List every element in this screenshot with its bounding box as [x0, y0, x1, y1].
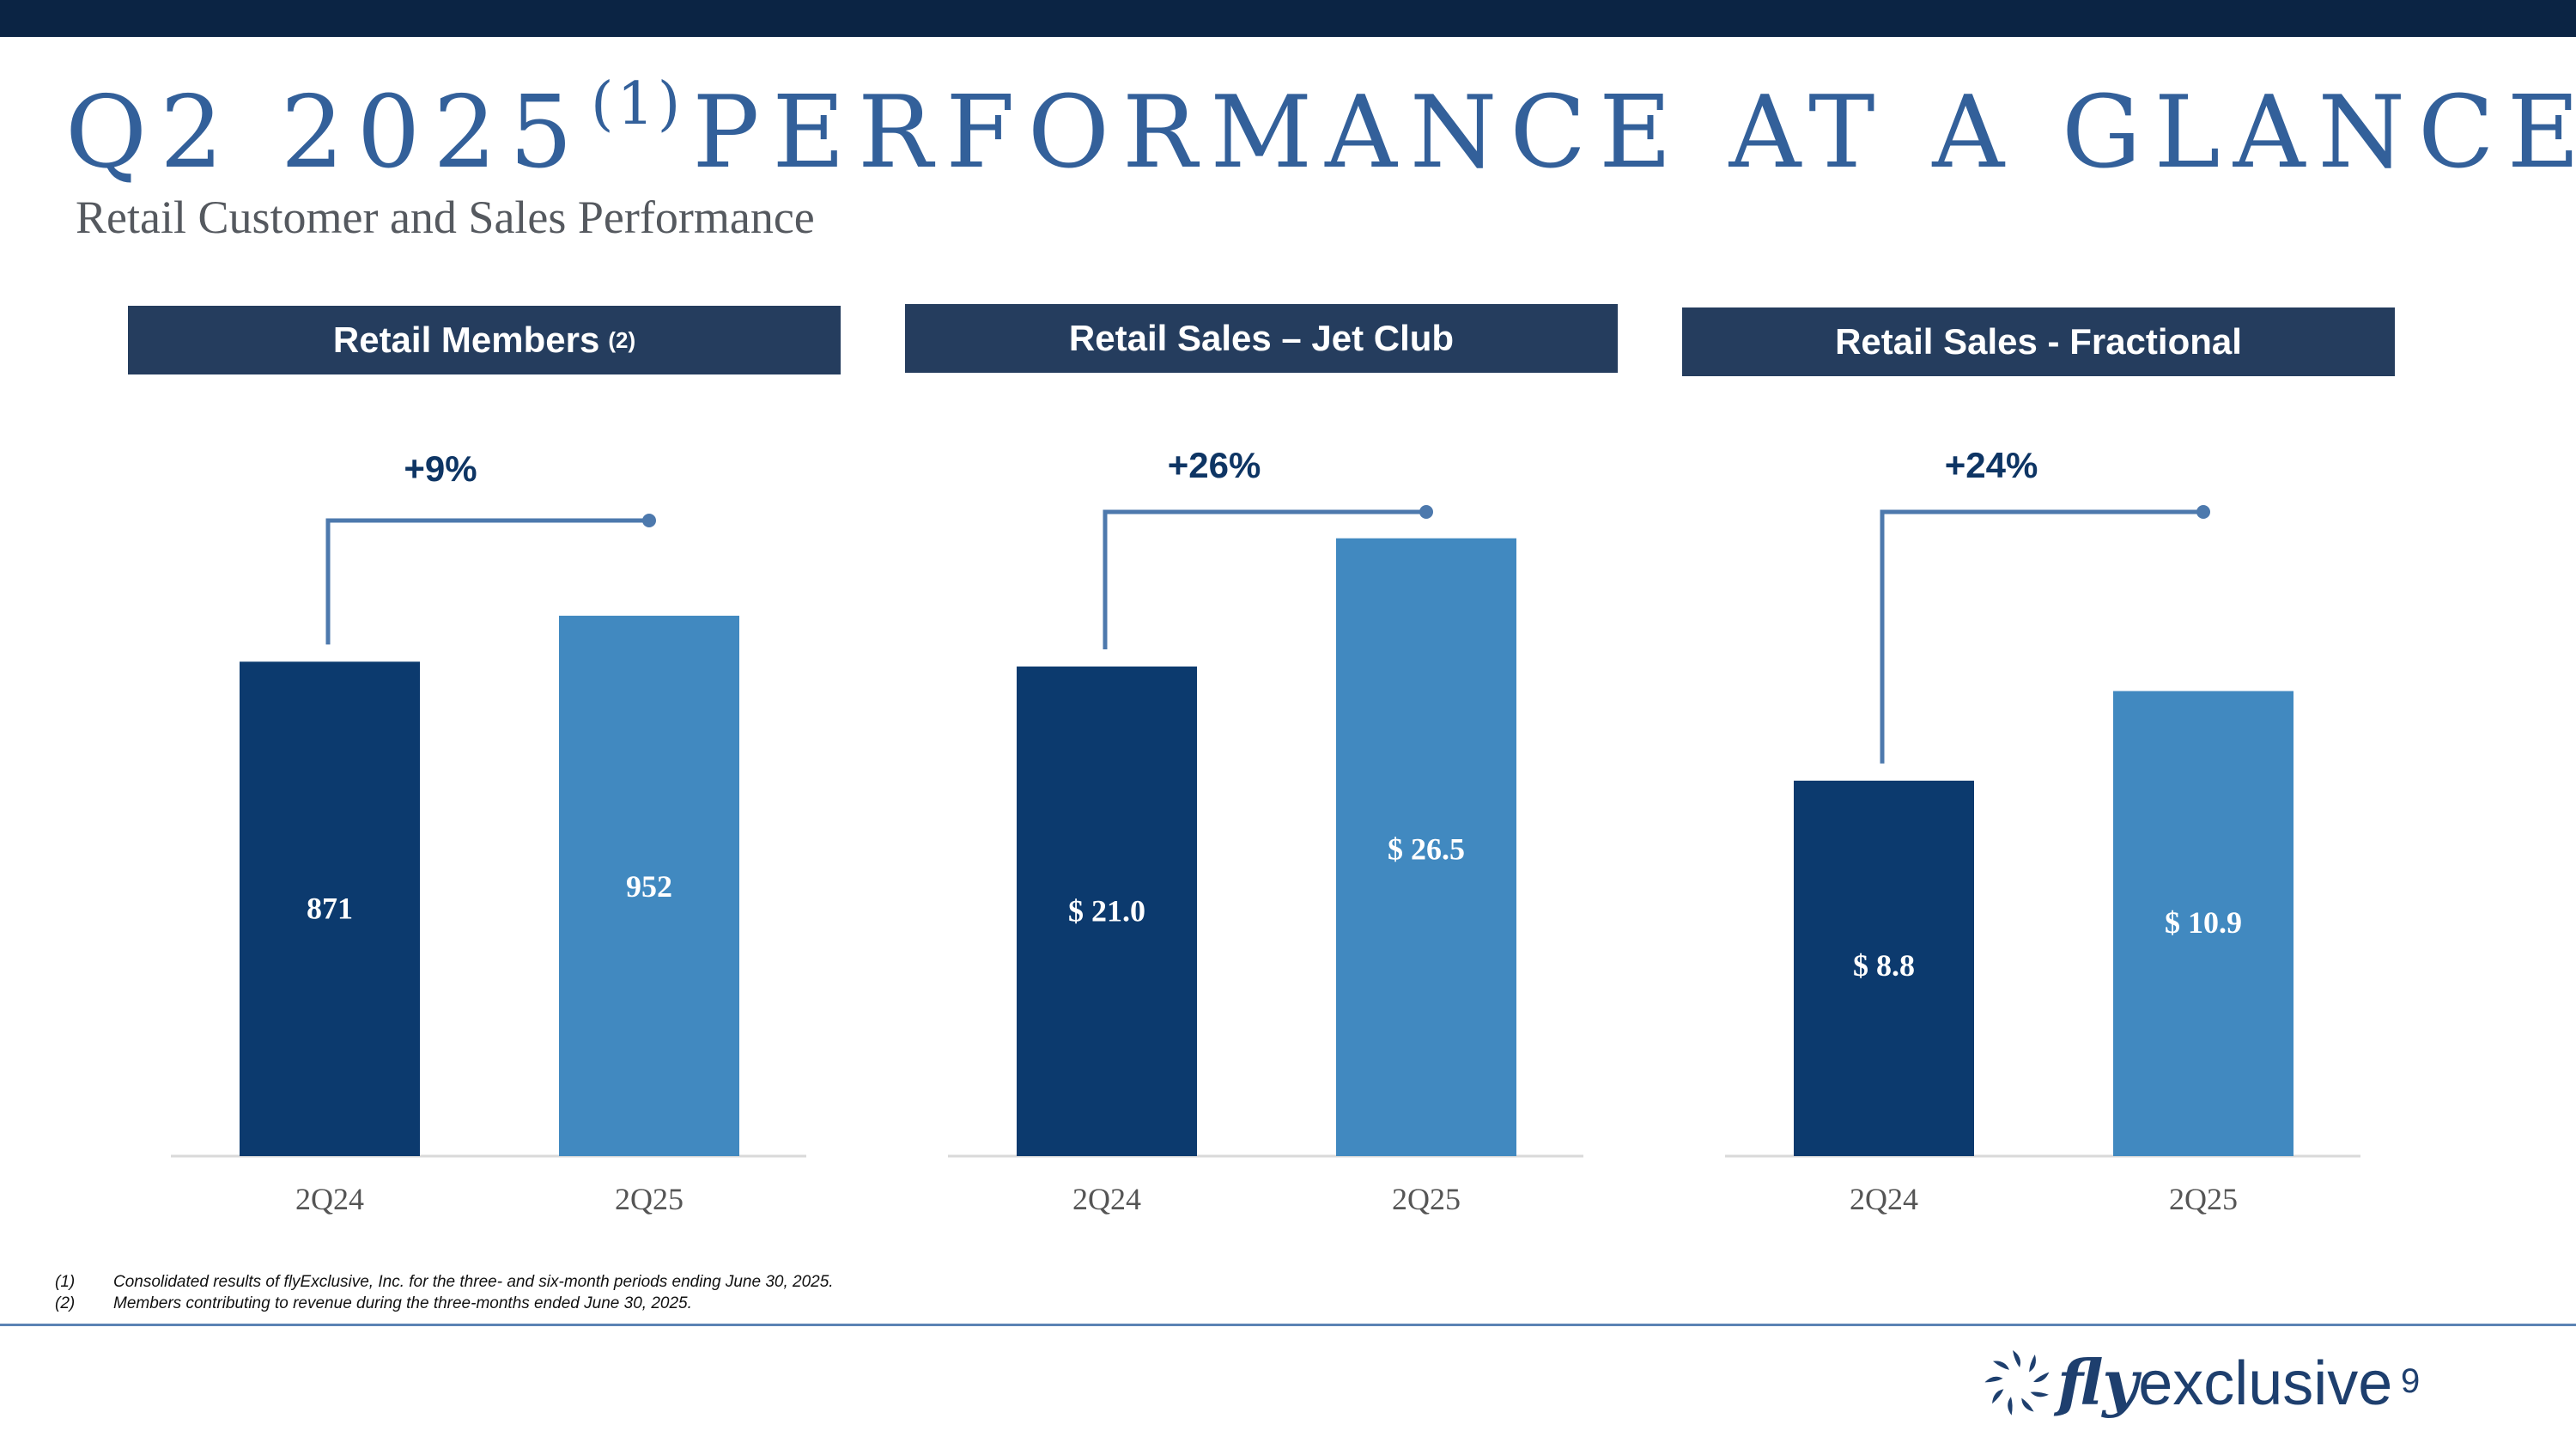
x-tick-label: 2Q25: [615, 1182, 683, 1216]
page-number: 9: [2401, 1362, 2421, 1400]
bar-2q24: [1017, 667, 1197, 1156]
chart-header-jet-club: Retail Sales – Jet Club: [905, 304, 1618, 373]
logo-exclusive: exclusive: [2138, 1349, 2393, 1418]
footnotes: (1) Consolidated results of flyExclusive,…: [55, 1271, 834, 1314]
footnote-text: Consolidated results of flyExclusive, In…: [113, 1273, 834, 1291]
x-tick-label: 2Q24: [1850, 1182, 1918, 1216]
bar-value-label: 871: [307, 892, 353, 926]
chart-panel-jet-club: Retail Sales – Jet Club $ 21.0 2Q24 $ 26.5…: [905, 0, 1678, 1277]
bar-chart-fractional: $ 8.8 2Q24 $ 10.9 2Q25 +24%: [1725, 445, 2360, 1216]
title-rest: PERFORMANCE AT A GLANCE: [692, 75, 2576, 191]
bracket-endpoint-dot: [2196, 505, 2210, 519]
bar-chart-jet-club: $ 21.0 2Q24 $ 26.5 2Q25 +26%: [948, 445, 1583, 1216]
change-label: +24%: [1945, 445, 2038, 485]
bracket-endpoint-dot: [642, 514, 656, 527]
chart-header-retail-members: Retail Members (2): [128, 306, 841, 374]
footnote-2: (2) Members contributing to revenue durin…: [55, 1293, 834, 1314]
title-footnote-ref: (1): [591, 70, 684, 138]
chart-header-fractional: Retail Sales - Fractional: [1682, 307, 2395, 376]
bar-value-label: $ 21.0: [1068, 893, 1145, 928]
chart-title-footnote: (2): [608, 326, 636, 353]
chart-title: Retail Members: [332, 320, 600, 360]
title-main: Q2 2025: [65, 75, 586, 191]
chart-title: Retail Sales - Fractional: [1835, 321, 2242, 362]
bar-2q25: [559, 615, 739, 1156]
footnote-number: (1): [55, 1273, 76, 1291]
bar-2q25: [2113, 691, 2293, 1156]
chart-panel-fractional: Retail Sales - Fractional $ 8.8 2Q24 $ 10.…: [1682, 0, 2455, 1277]
chart-title: Retail Sales – Jet Club: [1068, 318, 1455, 358]
change-bracket: [1103, 509, 1426, 649]
page-title: Q2 2025(1)PERFORMANCE AT A GLANCE: [65, 76, 2576, 183]
x-tick-label: 2Q25: [1392, 1182, 1461, 1216]
top-bar: [0, 0, 2576, 37]
x-tick-label: 2Q24: [1072, 1182, 1141, 1216]
footnote-text: Members contributing to revenue during t…: [113, 1294, 692, 1312]
logo-fly: fly: [2057, 1346, 2139, 1419]
x-tick-label: 2Q24: [295, 1182, 364, 1216]
flyexclusive-logo-text: flyexclusive: [2057, 1340, 2392, 1427]
change-bracket: [325, 518, 649, 645]
footnote-number: (2): [55, 1294, 76, 1312]
bar-2q24: [1794, 780, 1974, 1156]
change-bracket: [1880, 509, 2203, 764]
bar-value-label: $ 26.5: [1388, 832, 1465, 867]
x-tick-label: 2Q25: [2169, 1182, 2238, 1216]
change-label: +26%: [1168, 445, 1261, 485]
page-subtitle: Retail Customer and Sales Performance: [76, 192, 815, 243]
bar-chart-retail-members: 871 2Q24 952 2Q25 +9%: [171, 448, 806, 1216]
bar-value-label: $ 8.8: [1853, 948, 1915, 983]
footer-divider: [0, 1324, 2576, 1326]
bar-value-label: 952: [626, 869, 672, 904]
change-label: +9%: [404, 448, 477, 489]
bar-2q24: [240, 661, 420, 1156]
bar-2q25: [1336, 538, 1516, 1156]
bracket-endpoint-dot: [1419, 505, 1433, 519]
flyexclusive-logo-icon: [1984, 1350, 2050, 1416]
footnote-1: (1) Consolidated results of flyExclusive,…: [55, 1271, 834, 1293]
chart-panel-retail-members: Retail Members (2) 871 2Q24 952 2Q25 +9%: [128, 0, 901, 1277]
bar-value-label: $ 10.9: [2165, 905, 2242, 940]
